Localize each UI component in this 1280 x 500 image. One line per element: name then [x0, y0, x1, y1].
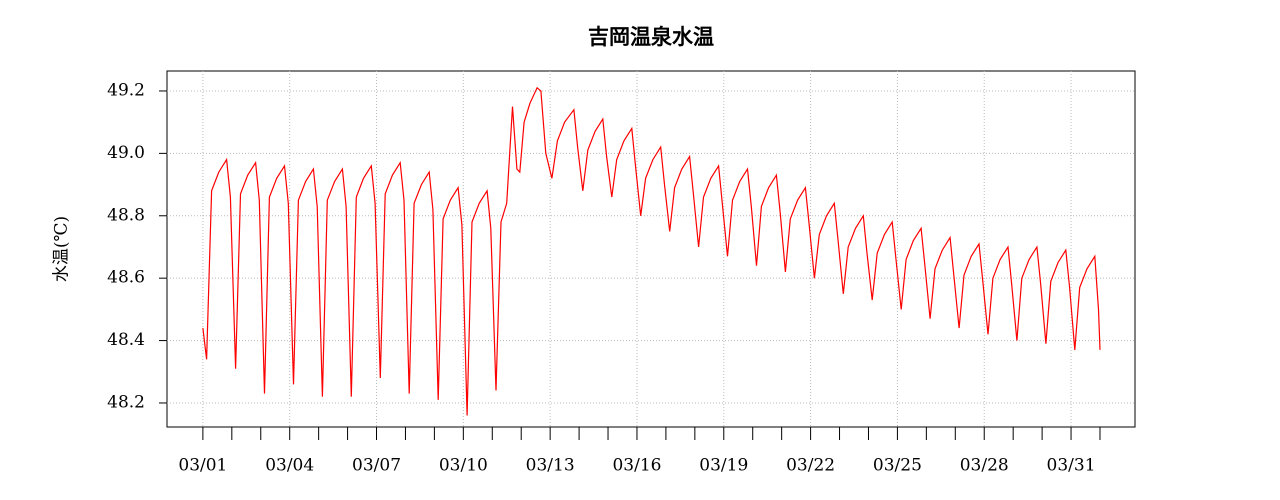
y-tick-label: 48.2: [107, 392, 145, 412]
x-tick-label: 03/01: [178, 456, 227, 476]
x-tick-label: 03/22: [786, 456, 835, 476]
plot-frame: [166, 70, 1136, 428]
x-tick-label: 03/28: [960, 456, 1009, 476]
y-tick-label: 48.4: [107, 330, 145, 350]
x-tick-label: 03/04: [265, 456, 314, 476]
x-tick-label: 03/16: [612, 456, 661, 476]
x-tick-label: 03/13: [526, 456, 575, 476]
x-tick-label: 03/07: [352, 456, 401, 476]
y-tick-label: 49.2: [107, 80, 145, 100]
x-tick-label: 03/31: [1047, 456, 1096, 476]
chart-title: 吉岡温泉水温: [588, 25, 714, 49]
x-tick-label: 03/10: [439, 456, 488, 476]
y-tick-label: 48.8: [107, 205, 145, 225]
y-axis-label: 水温(℃): [52, 216, 72, 282]
data-line: [202, 86, 1101, 416]
x-tick-label: 03/19: [699, 456, 748, 476]
x-tick-label: 03/25: [873, 456, 922, 476]
y-tick-label: 49.0: [107, 143, 145, 163]
y-tick-label: 48.6: [107, 268, 145, 288]
